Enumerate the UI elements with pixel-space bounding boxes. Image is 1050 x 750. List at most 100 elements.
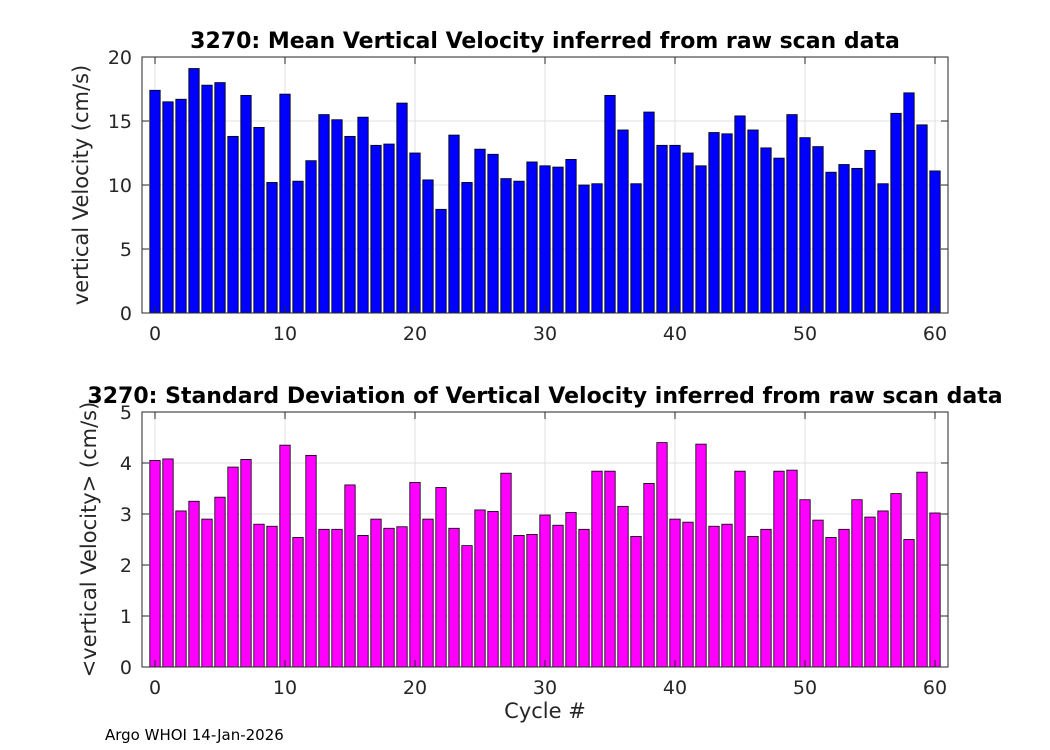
std-bar <box>773 470 785 668</box>
mean-bar <box>500 178 512 314</box>
std-y-tick-label: 5 <box>120 402 132 424</box>
std-x-tick-label: 0 <box>149 677 161 699</box>
mean-x-tick-label: 40 <box>663 323 687 345</box>
footer-stamp: Argo WHOI 14-Jan-2026 <box>105 726 284 744</box>
std-bar <box>227 466 239 668</box>
std-bar <box>682 521 694 668</box>
mean-bar <box>903 92 915 314</box>
mean-y-tick-label: 20 <box>108 47 132 69</box>
std-bar <box>279 444 291 668</box>
mean-y-tick-label: 10 <box>108 175 132 197</box>
std-bar <box>929 512 941 668</box>
std-bar <box>604 470 616 668</box>
std-bar <box>292 537 304 668</box>
mean-bar <box>149 89 161 314</box>
mean-bar <box>448 134 460 314</box>
mean-bar <box>396 102 408 314</box>
mean-bar <box>305 160 317 314</box>
mean-chart-title: 3270: Mean Vertical Velocity inferred fr… <box>190 29 900 54</box>
std-bar <box>760 528 772 668</box>
mean-bar <box>474 148 486 314</box>
mean-bar <box>383 143 395 314</box>
std-bar <box>903 539 915 668</box>
mean-x-tick-label: 10 <box>273 323 297 345</box>
mean-bar <box>175 98 187 314</box>
std-bar <box>435 487 447 668</box>
std-bar <box>812 519 824 668</box>
mean-x-tick-label: 20 <box>403 323 427 345</box>
mean-bar <box>630 183 642 314</box>
std-bar <box>721 523 733 668</box>
std-bar <box>578 528 590 668</box>
mean-bar <box>929 170 941 314</box>
std-bar <box>305 454 317 668</box>
std-bar <box>617 505 629 668</box>
std-bar <box>253 523 265 668</box>
mean-x-tick-label: 0 <box>149 323 161 345</box>
mean-bar <box>409 152 421 314</box>
mean-y-tick-label: 5 <box>120 239 132 261</box>
mean-bar <box>357 116 369 314</box>
mean-bar <box>214 82 226 314</box>
mean-bar <box>773 157 785 314</box>
std-bar <box>669 518 681 668</box>
mean-bar <box>539 165 551 314</box>
mean-bar <box>812 146 824 314</box>
mean-bar <box>240 95 252 314</box>
std-bar <box>591 470 603 668</box>
mean-x-tick-label: 30 <box>533 323 557 345</box>
mean-bar <box>747 129 759 314</box>
mean-bar <box>708 132 720 314</box>
std-bar <box>162 458 174 668</box>
mean-bar <box>188 68 200 314</box>
std-bar <box>331 528 343 668</box>
std-x-tick-label: 30 <box>533 677 557 699</box>
std-bar <box>747 536 759 668</box>
std-bar <box>149 460 161 668</box>
std-bar <box>630 536 642 668</box>
mean-x-tick-label: 50 <box>793 323 817 345</box>
std-bar <box>474 509 486 668</box>
std-bar <box>513 535 525 668</box>
std-bar <box>500 472 512 668</box>
mean-bar <box>721 133 733 314</box>
std-bar <box>656 442 668 668</box>
std-bar <box>357 535 369 668</box>
std-bar <box>838 528 850 668</box>
mean-bar <box>825 171 837 314</box>
std-bar <box>396 526 408 668</box>
std-bar <box>201 518 213 668</box>
mean-bar <box>201 84 213 314</box>
std-bar <box>240 459 252 668</box>
mean-bar <box>318 114 330 314</box>
mean-bar <box>552 166 564 314</box>
mean-bar <box>734 115 746 314</box>
std-bar <box>552 524 564 668</box>
std-bar <box>643 482 655 668</box>
mean-x-tick-label: 60 <box>923 323 947 345</box>
std-bar <box>344 484 356 668</box>
std-x-axis-label: Cycle # <box>504 699 586 723</box>
mean-bar <box>851 167 863 314</box>
std-bar <box>461 545 473 668</box>
mean-bar <box>877 183 889 314</box>
std-bar <box>708 525 720 668</box>
std-bar <box>734 470 746 668</box>
std-bar <box>916 471 928 668</box>
std-y-axis-label: <vertical Velocity> (cm/s) <box>77 402 101 678</box>
std-y-tick-label: 2 <box>120 555 132 577</box>
std-bar <box>565 512 577 668</box>
std-x-tick-label: 10 <box>273 677 297 699</box>
mean-bar <box>253 127 265 314</box>
std-y-tick-label: 0 <box>120 657 132 679</box>
std-y-tick-label: 1 <box>120 606 132 628</box>
mean-bar <box>526 161 538 314</box>
mean-bar <box>864 150 876 314</box>
mean-bar <box>344 135 356 314</box>
std-bar <box>422 518 434 668</box>
std-bar <box>890 493 902 668</box>
std-bar <box>175 510 187 668</box>
std-x-tick-label: 50 <box>793 677 817 699</box>
mean-bar <box>916 124 928 314</box>
mean-bar <box>279 93 291 314</box>
